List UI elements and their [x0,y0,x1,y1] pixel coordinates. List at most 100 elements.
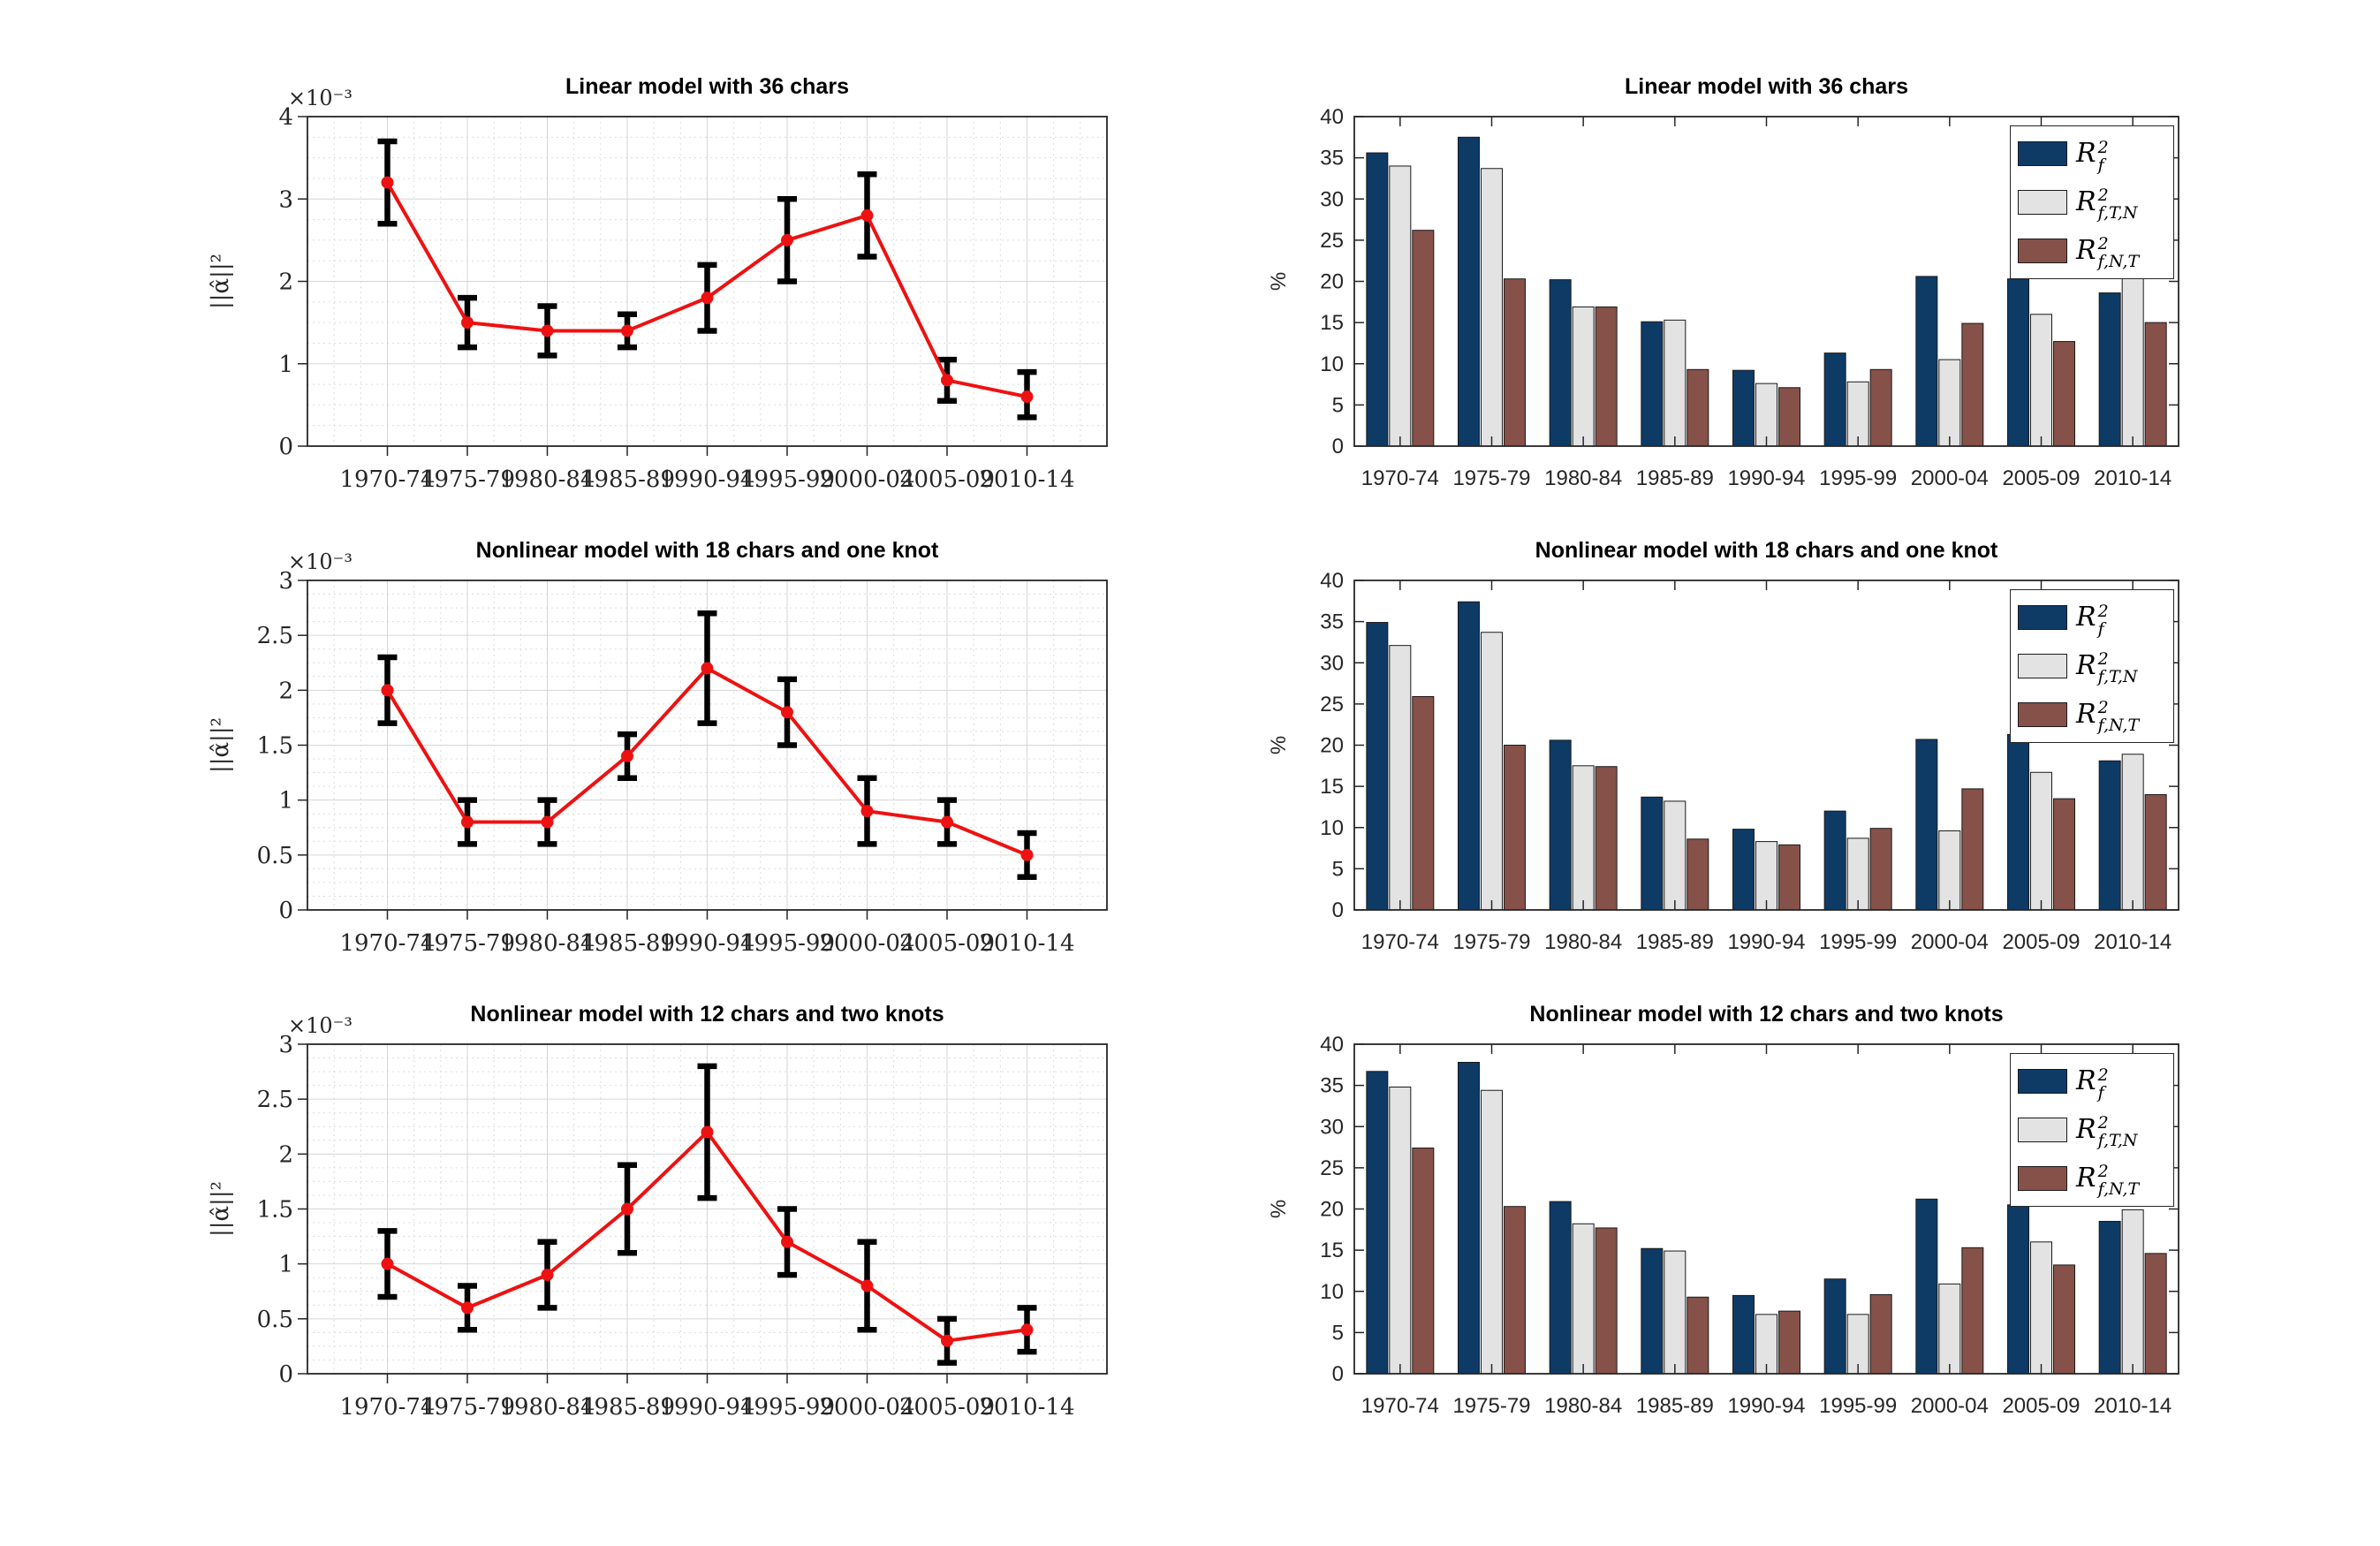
bar [1664,1250,1686,1375]
bar [1869,1293,1892,1375]
bar [1664,800,1686,911]
x-tick-label: 1985-89 [580,1394,675,1421]
bar [1389,645,1412,911]
x-tick-label: 2010-14 [979,1394,1074,1421]
y-tick-label: 2 [278,678,293,704]
y-tick-label: 40 [1320,105,1344,129]
x-tick-label: 1995-99 [1819,466,1897,490]
marker [621,749,633,762]
bar [1572,765,1595,911]
legend-swatch [2018,653,2067,678]
y-axis-scale-label: ×10⁻³ [288,1013,352,1038]
y-tick-label: 15 [1320,311,1344,335]
x-tick-label: 1985-89 [1636,466,1714,490]
bar [1778,1310,1800,1375]
legend-label: R 2 f,T,N [2076,649,2138,687]
x-tick-label: 2010-14 [2094,466,2172,490]
panel-line-nonlinear-12: Nonlinear model with 12 chars and two kn… [184,982,1191,1459]
x-tick-label: 1975-79 [1452,1394,1530,1418]
x-tick-label: 1970-74 [1361,466,1439,490]
bar [2144,322,2167,447]
y-tick-label: 35 [1320,1074,1344,1098]
marker [461,1301,474,1315]
x-tick-label: 1990-94 [659,466,754,493]
legend-label: R 2 f,N,T [2076,234,2140,272]
panel-bar-nonlinear-18: Nonlinear model with 18 chars and one kn… [1231,519,2255,996]
x-tick-label: 1985-89 [580,930,675,957]
bar [1504,1206,1526,1375]
bar [1732,369,1755,447]
axis-ticks [298,116,1028,456]
bar [1961,788,1984,911]
y-tick-label: 30 [1320,651,1344,675]
bar [1686,1296,1709,1375]
y-tick-label: 0 [278,898,293,924]
bar [1641,1247,1664,1375]
panel-line-linear-36: Linear model with 36 chars ×10⁻³ ||α̂||²… [184,55,1191,532]
bar [1961,1247,1984,1375]
marker [781,233,793,246]
marker [701,292,714,305]
legend-label: R 2 f,N,T [2076,698,2140,736]
bar-series-0 [1366,601,2121,911]
y-axis-label: % [1267,1200,1291,1218]
y-tick-label: 2.5 [257,623,293,649]
y-tick-label: 30 [1320,1115,1344,1139]
x-tick-label: 1995-99 [1819,1394,1897,1418]
plot-area: 1970-74 1975-79 1980-84 1985-89 1990-94 1995-… [1320,569,2179,954]
panel-title: Nonlinear model with 12 chars and two kn… [470,1002,944,1027]
bar [1641,796,1664,911]
marker [860,208,874,222]
bar [1938,1283,1961,1375]
bar [1572,1223,1595,1375]
y-tick-label: 5 [1332,857,1344,881]
y-tick-labels: 0 0.5 1 1.5 2 2.5 3 [257,568,293,924]
legend-swatch [2018,701,2067,727]
y-tick-label: 1 [278,352,293,378]
legend: R 2 f R 2 f,T,N R 2 f,N,T [2010,589,2174,743]
bar [1755,1314,1777,1375]
y-tick-label: 25 [1320,229,1344,253]
bar [1595,306,1618,447]
bar [2007,1204,2029,1375]
bar [1458,136,1480,447]
y-tick-label: 40 [1320,569,1344,593]
axis-ticks [298,1043,1028,1383]
bar-series-2 [1412,230,2167,447]
bar [1481,632,1503,911]
bar [1549,279,1572,447]
y-axis-label: ||α̂||² [208,717,234,773]
y-tick-label: 0 [278,1361,293,1388]
x-tick-label: 2000-04 [1911,1394,1989,1418]
x-tick-labels: 1970-741975-791980-841985-891990-941995-… [339,1394,1074,1421]
x-tick-label: 1975-79 [1452,930,1530,954]
marker [621,324,633,337]
y-tick-label: 10 [1320,816,1344,840]
bar-series-1 [1389,1086,2144,1375]
panel-title: Linear model with 36 chars [565,74,849,99]
bar [2053,1264,2075,1375]
bar [2121,1209,2144,1375]
y-tick-labels: 0 0.5 1 1.5 2 2.5 3 [257,1032,293,1388]
y-tick-label: 3 [278,568,293,595]
bar [1915,739,1938,911]
y-tick-label: 0 [278,434,293,460]
y-tick-label: 2 [278,269,293,296]
bar [1869,828,1892,911]
panel-title: Linear model with 36 chars [1625,74,1908,99]
bar [2144,793,2167,911]
x-tick-label: 2000-04 [1911,930,1989,954]
y-tick-label: 1 [278,788,293,815]
y-tick-label: 15 [1320,775,1344,799]
marker [860,1279,874,1292]
bar [1549,739,1572,911]
marker [701,1125,714,1139]
legend: R 2 f R 2 f,T,N R 2 f,N,T [2010,1053,2174,1207]
axis-ticks [1354,1043,2179,1375]
panel-bar-linear-36: Linear model with 36 chars % 1970-74 1975… [1231,55,2255,532]
x-tick-labels: 1970-741975-791980-841985-891990-941995-… [339,930,1074,957]
legend-label: R 2 f,N,T [2076,1162,2140,1200]
bar [1389,1086,1412,1375]
